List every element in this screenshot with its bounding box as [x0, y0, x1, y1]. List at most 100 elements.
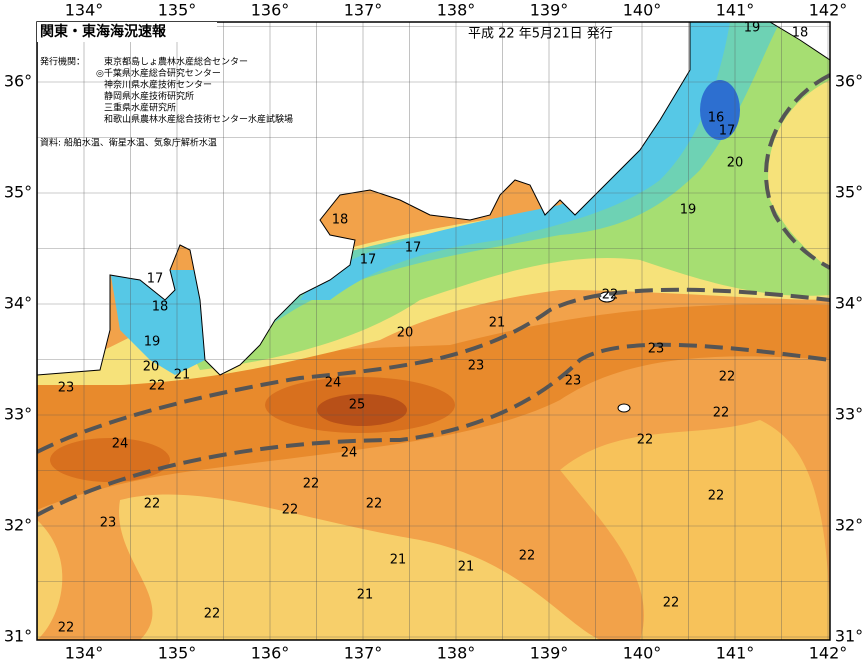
contour-label: 22	[204, 607, 221, 622]
lon-label: 135°	[158, 644, 197, 663]
issuer: 神奈川県水産技術センター	[104, 79, 212, 91]
lat-label: 33°	[835, 405, 863, 424]
lat-label: 31°	[4, 627, 32, 646]
contour-label: 17	[405, 241, 422, 256]
warm-spot	[50, 438, 170, 482]
lon-label: 142°	[809, 644, 848, 663]
contour-label: 17	[719, 124, 736, 139]
issuer: 和歌山県農林水産総合技術センター水産試験場	[104, 113, 293, 125]
current-axis	[764, 73, 830, 270]
contour-label: 17	[360, 253, 377, 268]
issuer: 静岡県水産技術研究所	[104, 90, 194, 102]
cold-spot	[700, 80, 740, 140]
contour-label: 17	[147, 272, 164, 287]
contour-label: 20	[143, 360, 160, 375]
contour-label: 25	[349, 398, 366, 413]
lon-label: 141°	[716, 1, 755, 20]
grid	[37, 22, 830, 640]
lat-label: 33°	[4, 405, 32, 424]
axis-labels: 134° 134° 135° 135° 136° 136° 137° 137° 138° 138°…	[4, 1, 863, 663]
island	[617, 403, 631, 413]
cool-zone	[560, 420, 830, 640]
lon-label: 134°	[65, 644, 104, 663]
contour-label: 23	[100, 516, 117, 531]
lat-label: 31°	[835, 627, 863, 646]
issuer-list: 東京都島しょ農林水産総合センター◎千葉県水産総合研究センター神奈川県水産技術セン…	[96, 56, 293, 126]
cool-zone	[37, 520, 63, 640]
current-lines	[37, 73, 830, 517]
issue-date: 平成 22 年5月21日 発行	[468, 27, 613, 42]
lon-label: 141°	[716, 644, 755, 663]
lon-label: 136°	[251, 644, 290, 663]
contour-label: 20	[727, 156, 744, 171]
contour-label: 19	[680, 203, 697, 218]
contour-label: 22	[303, 477, 320, 492]
lon-label: 138°	[437, 1, 476, 20]
contour-label: 23	[565, 374, 582, 389]
lon-label: 140°	[623, 1, 662, 20]
contour-label: 22	[708, 489, 725, 504]
contour-label: 20	[397, 326, 414, 341]
issuer: 東京都島しょ農林水産総合センター	[104, 56, 248, 68]
lat-label: 34°	[835, 294, 863, 313]
contour-label: 21	[174, 368, 191, 383]
title-box	[37, 22, 217, 42]
contour-label: 22	[519, 549, 536, 564]
contour-label: 22	[637, 433, 654, 448]
cool-zone	[119, 494, 601, 640]
lat-label: 35°	[4, 183, 32, 202]
contour-label: 21	[489, 316, 506, 331]
contour-label: 22	[719, 370, 736, 385]
contour-label: 19	[144, 335, 161, 350]
lat-label: 35°	[835, 183, 863, 202]
lat-label: 36°	[835, 72, 863, 91]
lon-label: 137°	[344, 644, 383, 663]
lat-label: 34°	[4, 294, 32, 313]
issuers-label: 発行機関：	[40, 56, 85, 68]
contour-label: 21	[357, 588, 374, 603]
lon-label: 142°	[809, 1, 848, 20]
issuer: ◎千葉県水産総合研究センター	[96, 67, 221, 79]
contour-label: 23	[58, 381, 75, 396]
map-frame	[36, 21, 831, 641]
lon-label: 134°	[65, 1, 104, 20]
contour-label: 22	[663, 596, 680, 611]
contour-label: 23	[468, 359, 485, 374]
contour-label: 22	[366, 497, 383, 512]
lon-label: 139°	[530, 1, 569, 20]
warm-core-inner	[317, 394, 407, 426]
contour-label: 22	[282, 503, 299, 518]
land	[769, 22, 830, 61]
lon-label: 135°	[158, 1, 197, 20]
contour-label: 22	[602, 288, 619, 303]
contour-label: 21	[390, 553, 407, 568]
lon-label: 136°	[251, 1, 290, 20]
contour-label: 16	[708, 111, 725, 126]
contour-label: 18	[792, 26, 809, 41]
contour-label: 22	[144, 497, 161, 512]
lat-label: 32°	[4, 516, 32, 535]
land	[37, 22, 691, 376]
lat-label: 36°	[4, 72, 32, 91]
current-axis	[37, 342, 830, 517]
lon-label: 138°	[437, 644, 476, 663]
contour-label: 22	[58, 621, 75, 636]
contour-label: 21	[458, 560, 475, 575]
issuer: 三重県水産研究所	[104, 102, 176, 114]
contour-label: 22	[713, 406, 730, 421]
lat-label: 32°	[835, 516, 863, 535]
contour-label: 24	[341, 446, 358, 461]
lon-label: 137°	[344, 1, 383, 20]
contour-label: 18	[152, 300, 169, 315]
contour-label: 24	[325, 376, 342, 391]
contour-label: 23	[648, 342, 665, 357]
sources: 資料: 船舶水温、衛星水温、気象庁解析水温	[40, 137, 217, 149]
contour-label: 19	[744, 21, 761, 36]
title: 関東・東海海況速報	[40, 23, 167, 40]
contour-label: 24	[112, 437, 129, 452]
cyan-zone	[110, 270, 205, 375]
contour-label: 18	[332, 213, 349, 228]
